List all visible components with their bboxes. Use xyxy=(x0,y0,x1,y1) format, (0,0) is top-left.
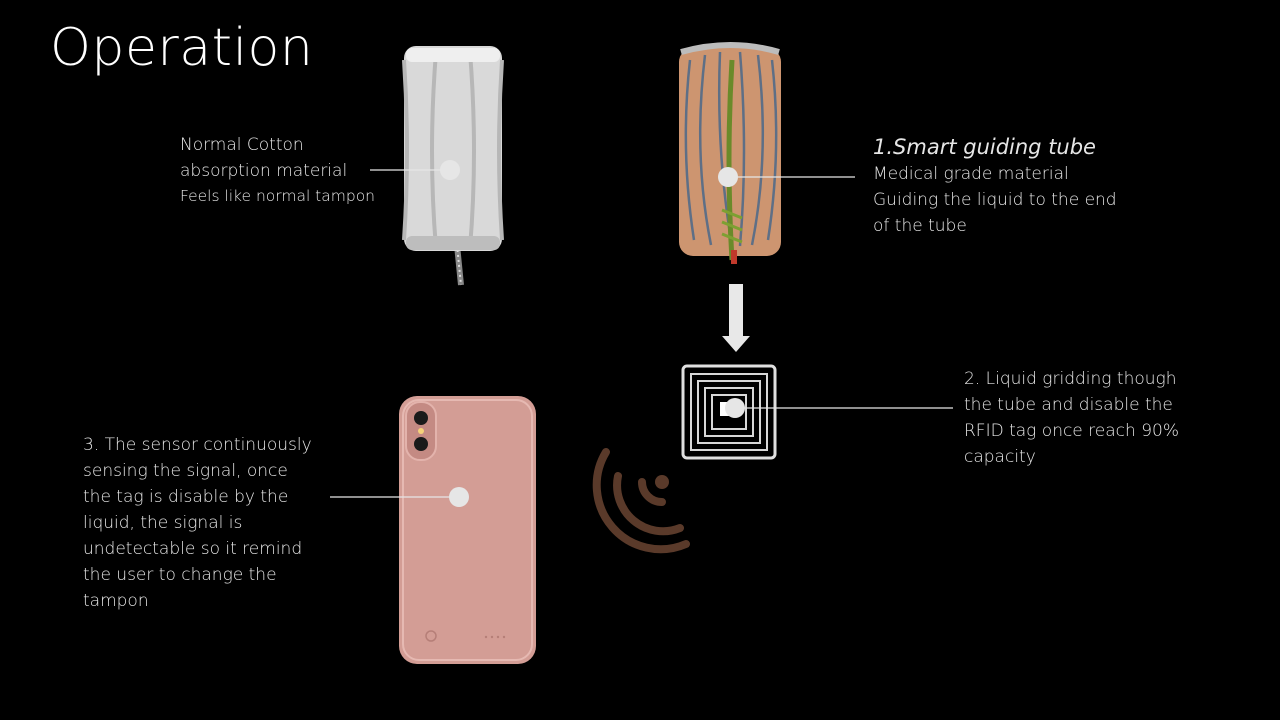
tampon-white-icon xyxy=(402,46,504,286)
connector-lines xyxy=(330,169,953,498)
label-sensor: 3. The sensor continuously sensing the s… xyxy=(83,432,312,614)
label-sensor-line4: liquid, the signal is xyxy=(83,513,243,533)
label-tube: 1.Smart guiding tube Medical grade mater… xyxy=(873,133,1117,239)
slide-title: Operation xyxy=(50,18,314,78)
down-arrow-icon xyxy=(722,284,750,352)
phone-icon xyxy=(399,396,536,664)
label-sensor-line6: the user to change the xyxy=(83,565,277,585)
label-sensor-line7: tampon xyxy=(83,591,149,611)
tampon-cutaway-icon xyxy=(679,42,781,264)
label-rfid-line1: 2. Liquid gridding though xyxy=(964,369,1177,389)
label-tube-line3: of the tube xyxy=(873,216,967,236)
label-rfid-line4: capacity xyxy=(964,447,1036,467)
label-sensor-line3: the tag is disable by the xyxy=(83,487,289,507)
label-cotton: Normal Cotton absorption material Feels … xyxy=(180,132,375,208)
label-rfid-line2: the tube and disable the xyxy=(964,395,1173,415)
label-sensor-line2: sensing the signal, once xyxy=(83,461,288,481)
label-sensor-line1: 3. The sensor continuously xyxy=(83,435,312,455)
label-tube-line2: Guiding the liquid to the end xyxy=(873,190,1117,210)
label-cotton-line1: Normal Cotton xyxy=(180,135,304,155)
label-cotton-line2: absorption material xyxy=(180,161,348,181)
label-rfid: 2. Liquid gridding though the tube and d… xyxy=(964,366,1179,470)
label-tube-line1: Medical grade material xyxy=(873,164,1069,184)
signal-waves-icon xyxy=(592,448,690,554)
label-sensor-line5: undetectable so it remind xyxy=(83,539,303,559)
label-cotton-line3: Feels like normal tampon xyxy=(180,187,376,205)
label-rfid-line3: RFID tag once reach 90% xyxy=(964,421,1179,441)
label-tube-heading: 1.Smart guiding tube xyxy=(873,135,1096,159)
marker-dots xyxy=(440,160,745,507)
